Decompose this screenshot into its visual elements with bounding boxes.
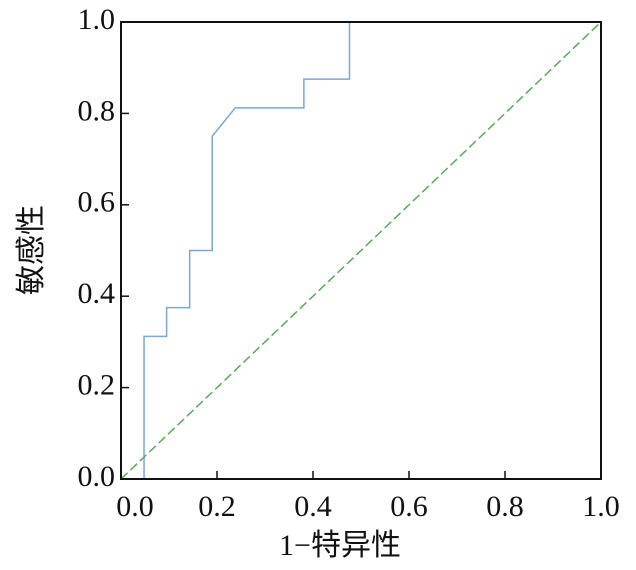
y-tick-label: 0.2 [78, 368, 116, 401]
y-tick-label: 0.8 [78, 94, 116, 127]
y-tick-label: 0.0 [78, 460, 116, 493]
x-tick-label: 0.0 [116, 490, 154, 523]
y-tick-label: 0.6 [78, 186, 116, 219]
x-tick-label: 0.4 [294, 490, 332, 523]
roc-line [143, 21, 601, 479]
x-tick-label: 0.8 [486, 490, 524, 523]
plot-frame [120, 21, 602, 480]
x-axis-label: 1−特异性 [279, 529, 401, 562]
x-tick-label: 1.0 [582, 490, 620, 523]
roc-line [120, 21, 602, 480]
x-tick-label: 0.2 [198, 490, 236, 523]
x-tick-label: 0.6 [390, 490, 428, 523]
y-tick-label: 0.4 [78, 277, 116, 310]
y-axis-label: 敏感性 [15, 205, 48, 295]
y-tick-label: 1.0 [78, 3, 116, 36]
